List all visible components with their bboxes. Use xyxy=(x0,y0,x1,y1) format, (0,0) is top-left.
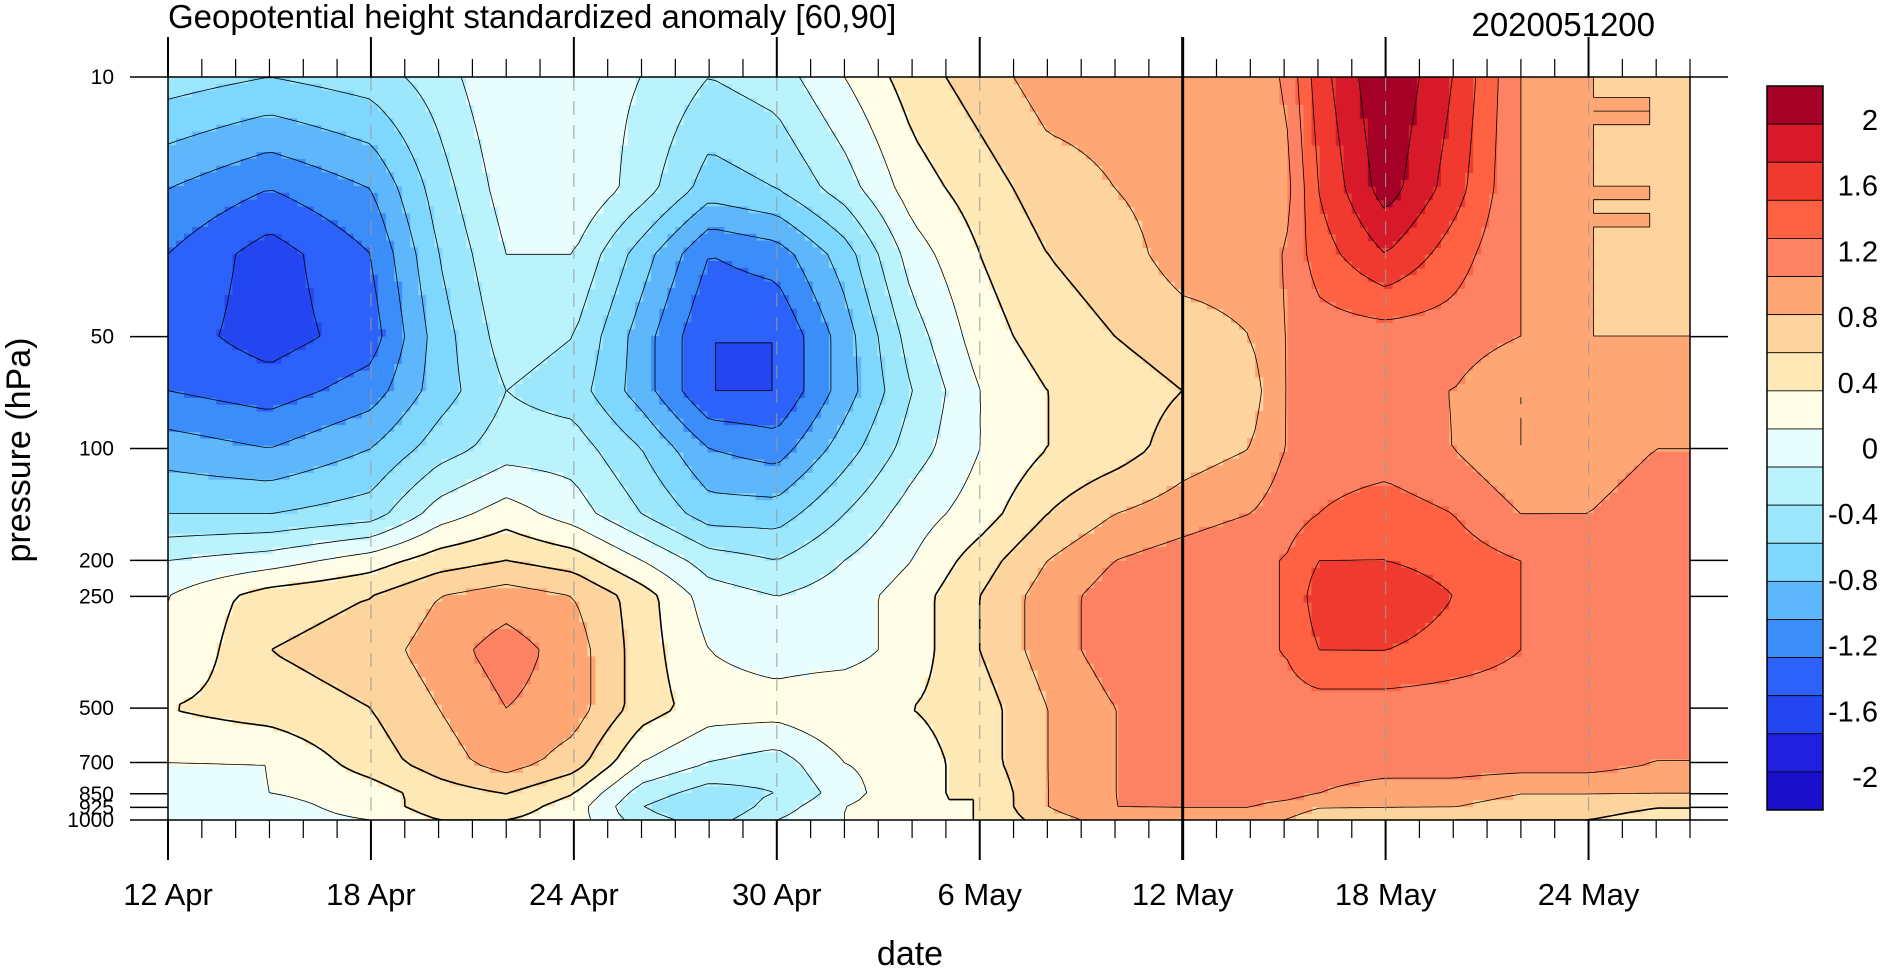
chart-title: Geopotential height standardized anomaly… xyxy=(168,0,896,35)
colorbar-swatch xyxy=(1766,695,1824,735)
colorbar-swatch xyxy=(1766,657,1824,697)
x-tick-label: 24 Apr xyxy=(529,877,619,912)
x-axis-label: date xyxy=(877,935,943,969)
contour-line xyxy=(168,77,913,820)
contour-line xyxy=(1331,77,1453,254)
colorbar-swatch xyxy=(1766,580,1824,620)
contour-line xyxy=(1278,77,1522,690)
contour-line xyxy=(405,77,1690,820)
contour-band xyxy=(1359,77,1417,208)
colorbar-swatch xyxy=(1766,466,1824,506)
colorbar-swatch xyxy=(1766,352,1824,392)
colorbar-label: 2 xyxy=(1862,105,1878,137)
contour-band xyxy=(272,77,1690,820)
y-tick-label: 925 xyxy=(79,796,114,819)
contour-line xyxy=(168,77,886,530)
colorbar-label: 0.4 xyxy=(1838,368,1878,400)
colorbar-swatch xyxy=(1766,123,1824,163)
contour-line xyxy=(168,190,805,429)
chart-date-stamp: 2020051200 xyxy=(1471,6,1655,43)
y-tick-label: 700 xyxy=(79,751,114,774)
contour-line xyxy=(178,77,1050,820)
colorbar-label: -2 xyxy=(1852,762,1878,794)
contour-band xyxy=(1303,77,1474,651)
y-tick-label: 10 xyxy=(91,66,114,89)
colorbar-label: 0 xyxy=(1862,434,1878,466)
x-tick-label: 18 May xyxy=(1335,877,1437,912)
colorbar-swatch xyxy=(1766,542,1824,582)
x-tick-label: 12 Apr xyxy=(123,877,213,912)
colorbar-swatch xyxy=(1766,238,1824,277)
x-tick-label: 6 May xyxy=(938,877,1023,912)
contour-line xyxy=(218,233,773,391)
x-tick-label: 18 Apr xyxy=(326,877,416,912)
colorbar-label: -0.4 xyxy=(1828,499,1878,531)
colorbar: 2 1.6 1.2 0.8 0.4 0 -0.4 -0.8 -1.2 -1.6 -2 xyxy=(1766,85,1878,811)
contour-line xyxy=(1306,77,1477,651)
x-tick-label: 12 May xyxy=(1132,877,1234,912)
contour-band xyxy=(168,77,982,820)
y-tick-label: 1000 xyxy=(67,809,114,832)
axis-layer: 12 Apr 18 Apr 24 Apr 30 Apr 6 May 12 May 18 Ma… xyxy=(67,37,1728,912)
colorbar-label: -0.8 xyxy=(1828,565,1878,597)
colorbar-swatch xyxy=(1766,276,1824,316)
contour-band xyxy=(474,77,1690,807)
colorbar-label: -1.2 xyxy=(1828,631,1878,663)
contour-line-layer xyxy=(168,77,1690,820)
contour-band xyxy=(409,77,1690,820)
contour-line xyxy=(473,77,1690,808)
colorbar-label: 1.2 xyxy=(1838,236,1878,268)
y-tick-label: 250 xyxy=(79,585,114,608)
colorbar-swatch xyxy=(1766,85,1824,125)
y-tick-label: 200 xyxy=(79,549,114,572)
contour-line xyxy=(168,152,832,465)
contour-band xyxy=(176,77,1690,820)
colorbar-swatch xyxy=(1766,428,1824,468)
colorbar-label: 1.6 xyxy=(1838,171,1878,203)
contour-band xyxy=(168,77,886,528)
contour-line xyxy=(1358,77,1420,209)
y-tick-label: 850 xyxy=(79,783,114,806)
contour-band xyxy=(216,233,773,392)
colorbar-swatch xyxy=(1766,733,1824,773)
contour-fill-layer xyxy=(168,77,1690,820)
colorbar-swatch xyxy=(1766,199,1824,239)
x-tick-label: 30 Apr xyxy=(732,877,822,912)
colorbar-swatch xyxy=(1766,390,1824,430)
contour-band xyxy=(168,117,862,501)
colorbar-label: -1.6 xyxy=(1828,696,1878,728)
plot-area: 12 Apr 18 Apr 24 Apr 30 Apr 6 May 12 May 18 Ma… xyxy=(67,37,1728,912)
colorbar-label: 0.8 xyxy=(1838,302,1878,334)
colorbar-swatch xyxy=(1766,504,1824,544)
contour-band xyxy=(168,77,1047,820)
y-tick-label: 50 xyxy=(91,326,114,349)
contour-band xyxy=(1279,77,1522,692)
contour-line xyxy=(168,77,981,820)
y-tick-label: 100 xyxy=(79,438,114,461)
x-tick-label: 24 May xyxy=(1538,877,1640,912)
colorbar-swatch xyxy=(1766,314,1824,354)
contour-band xyxy=(168,77,950,820)
colorbar-swatch xyxy=(1766,161,1824,201)
colorbar-swatch xyxy=(1766,771,1824,811)
colorbar-frame xyxy=(1766,85,1824,811)
y-tick-label: 500 xyxy=(79,697,114,720)
contour-band xyxy=(168,192,805,426)
contour-line xyxy=(168,77,947,820)
contour-band xyxy=(168,152,829,467)
contour-line xyxy=(168,114,859,498)
colorbar-swatch xyxy=(1766,619,1824,658)
grid-layer xyxy=(370,77,1590,820)
y-axis-label: pressure (hPa) xyxy=(0,338,38,563)
